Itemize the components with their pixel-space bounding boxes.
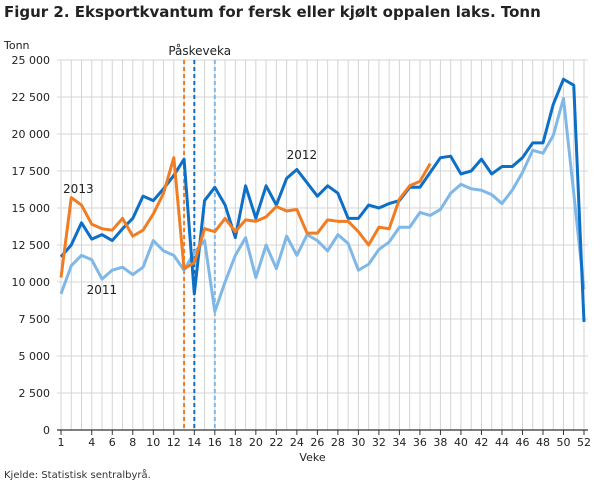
y-tick-label: 10 000 <box>12 276 51 289</box>
series-line-2011 <box>59 96 586 314</box>
y-tick-label: 22 500 <box>12 91 51 104</box>
x-tick-label: 4 <box>88 436 95 449</box>
easter-annotation: Påskeveka <box>168 44 231 58</box>
x-tick-label: 30 <box>351 436 365 449</box>
y-axis-label: Tonn <box>3 39 30 52</box>
x-tick-label: 52 <box>577 436 591 449</box>
x-tick-label: 34 <box>392 436 406 449</box>
x-tick-label: 8 <box>129 436 136 449</box>
series-line-2012 <box>59 77 586 323</box>
x-tick-label: 12 <box>167 436 181 449</box>
x-tick-label: 44 <box>495 436 509 449</box>
x-tick-label: 22 <box>269 436 283 449</box>
x-tick-label: 40 <box>454 436 468 449</box>
series-label-2012: 2012 <box>287 148 318 162</box>
y-tick-label: 17 500 <box>12 165 51 178</box>
y-tick-label: 7 500 <box>19 313 51 326</box>
x-tick-label: 36 <box>413 436 427 449</box>
source-note: Kjelde: Statistisk sentralbyrå. <box>4 470 151 481</box>
x-tick-label: 10 <box>146 436 160 449</box>
y-tick-label: 25 000 <box>12 54 51 67</box>
x-tick-label: 38 <box>433 436 447 449</box>
y-tick-label: 2 500 <box>19 387 51 400</box>
x-tick-label: 32 <box>372 436 386 449</box>
x-tick-label: 6 <box>109 436 116 449</box>
x-tick-label: 14 <box>187 436 201 449</box>
x-tick-label: 18 <box>228 436 242 449</box>
series-label-2011: 2011 <box>87 283 118 297</box>
x-tick-label: 46 <box>515 436 529 449</box>
y-tick-label: 15 000 <box>12 202 51 215</box>
series-line-2013 <box>59 156 432 278</box>
x-tick-label: 24 <box>290 436 304 449</box>
x-tick-label: 16 <box>208 436 222 449</box>
y-tick-label: 20 000 <box>12 128 51 141</box>
x-tick-label: 26 <box>310 436 324 449</box>
y-tick-label: 5 000 <box>19 350 51 363</box>
y-tick-label: 12 500 <box>12 239 51 252</box>
chart-title: Figur 2. Eksportkvantum for fersk eller … <box>4 3 541 21</box>
x-tick-label: 42 <box>474 436 488 449</box>
y-tick-label: 0 <box>43 424 50 437</box>
x-tick-label: 20 <box>249 436 263 449</box>
x-tick-label: 48 <box>536 436 550 449</box>
series-label-2013: 2013 <box>63 182 94 196</box>
x-tick-label: 1 <box>58 436 65 449</box>
x-tick-label: 50 <box>556 436 570 449</box>
x-axis-label: Veke <box>299 451 325 464</box>
x-tick-label: 28 <box>331 436 345 449</box>
